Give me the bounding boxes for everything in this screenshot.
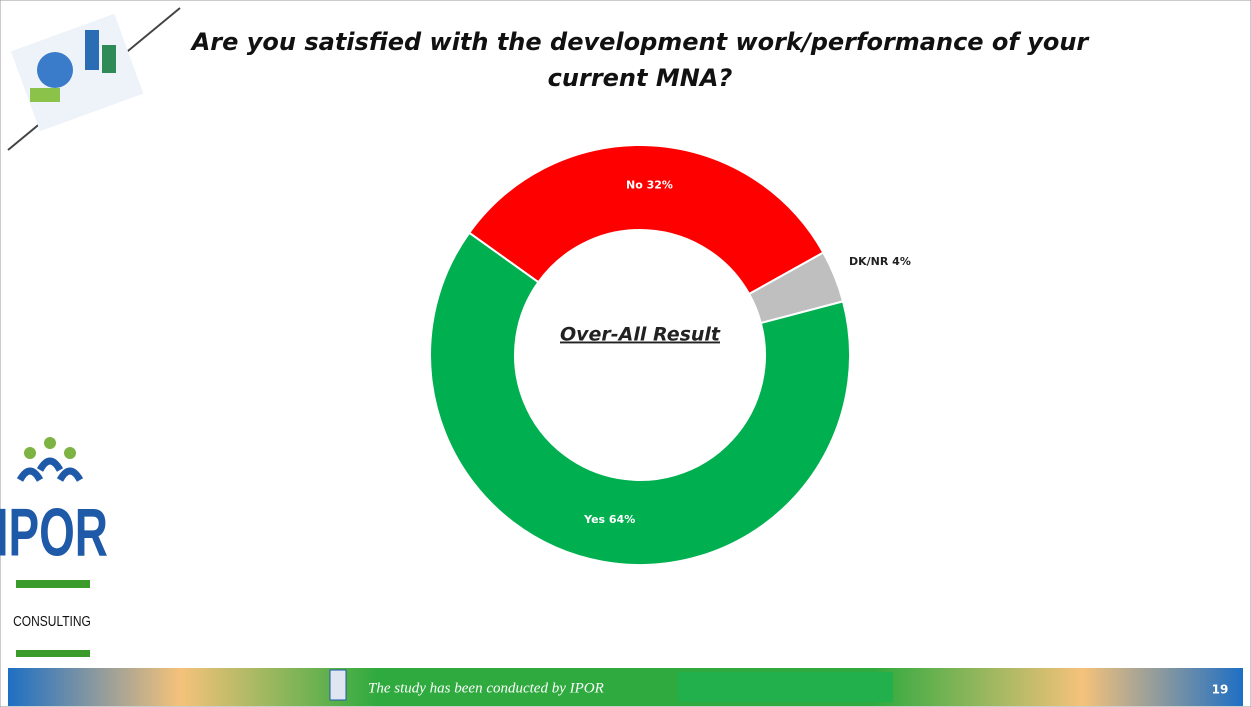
page-number: 19 (1212, 683, 1229, 697)
data-label: No 32% (626, 178, 673, 191)
data-label: Yes 64% (583, 513, 635, 526)
logo-bar (16, 650, 90, 657)
slide: IPOR CONSULTING The study has been condu… (0, 0, 1251, 707)
logo-tagline: CONSULTING (13, 613, 91, 630)
chart: IPOR CONSULTING The study has been condu… (0, 0, 1251, 707)
logo-bar (16, 580, 90, 588)
footer-icon (330, 670, 346, 700)
chart-title: Are you satisfied with the development w… (190, 24, 1090, 96)
footer-bar (8, 668, 1243, 706)
footer-box (678, 672, 893, 702)
slide-frame (0, 0, 1251, 707)
footer-text: The study has been conducted by IPOR (368, 680, 604, 696)
logo-name: IPOR (0, 496, 108, 571)
data-label: DK/NR 4% (849, 255, 911, 268)
center-label: Over-All Result (560, 324, 721, 346)
